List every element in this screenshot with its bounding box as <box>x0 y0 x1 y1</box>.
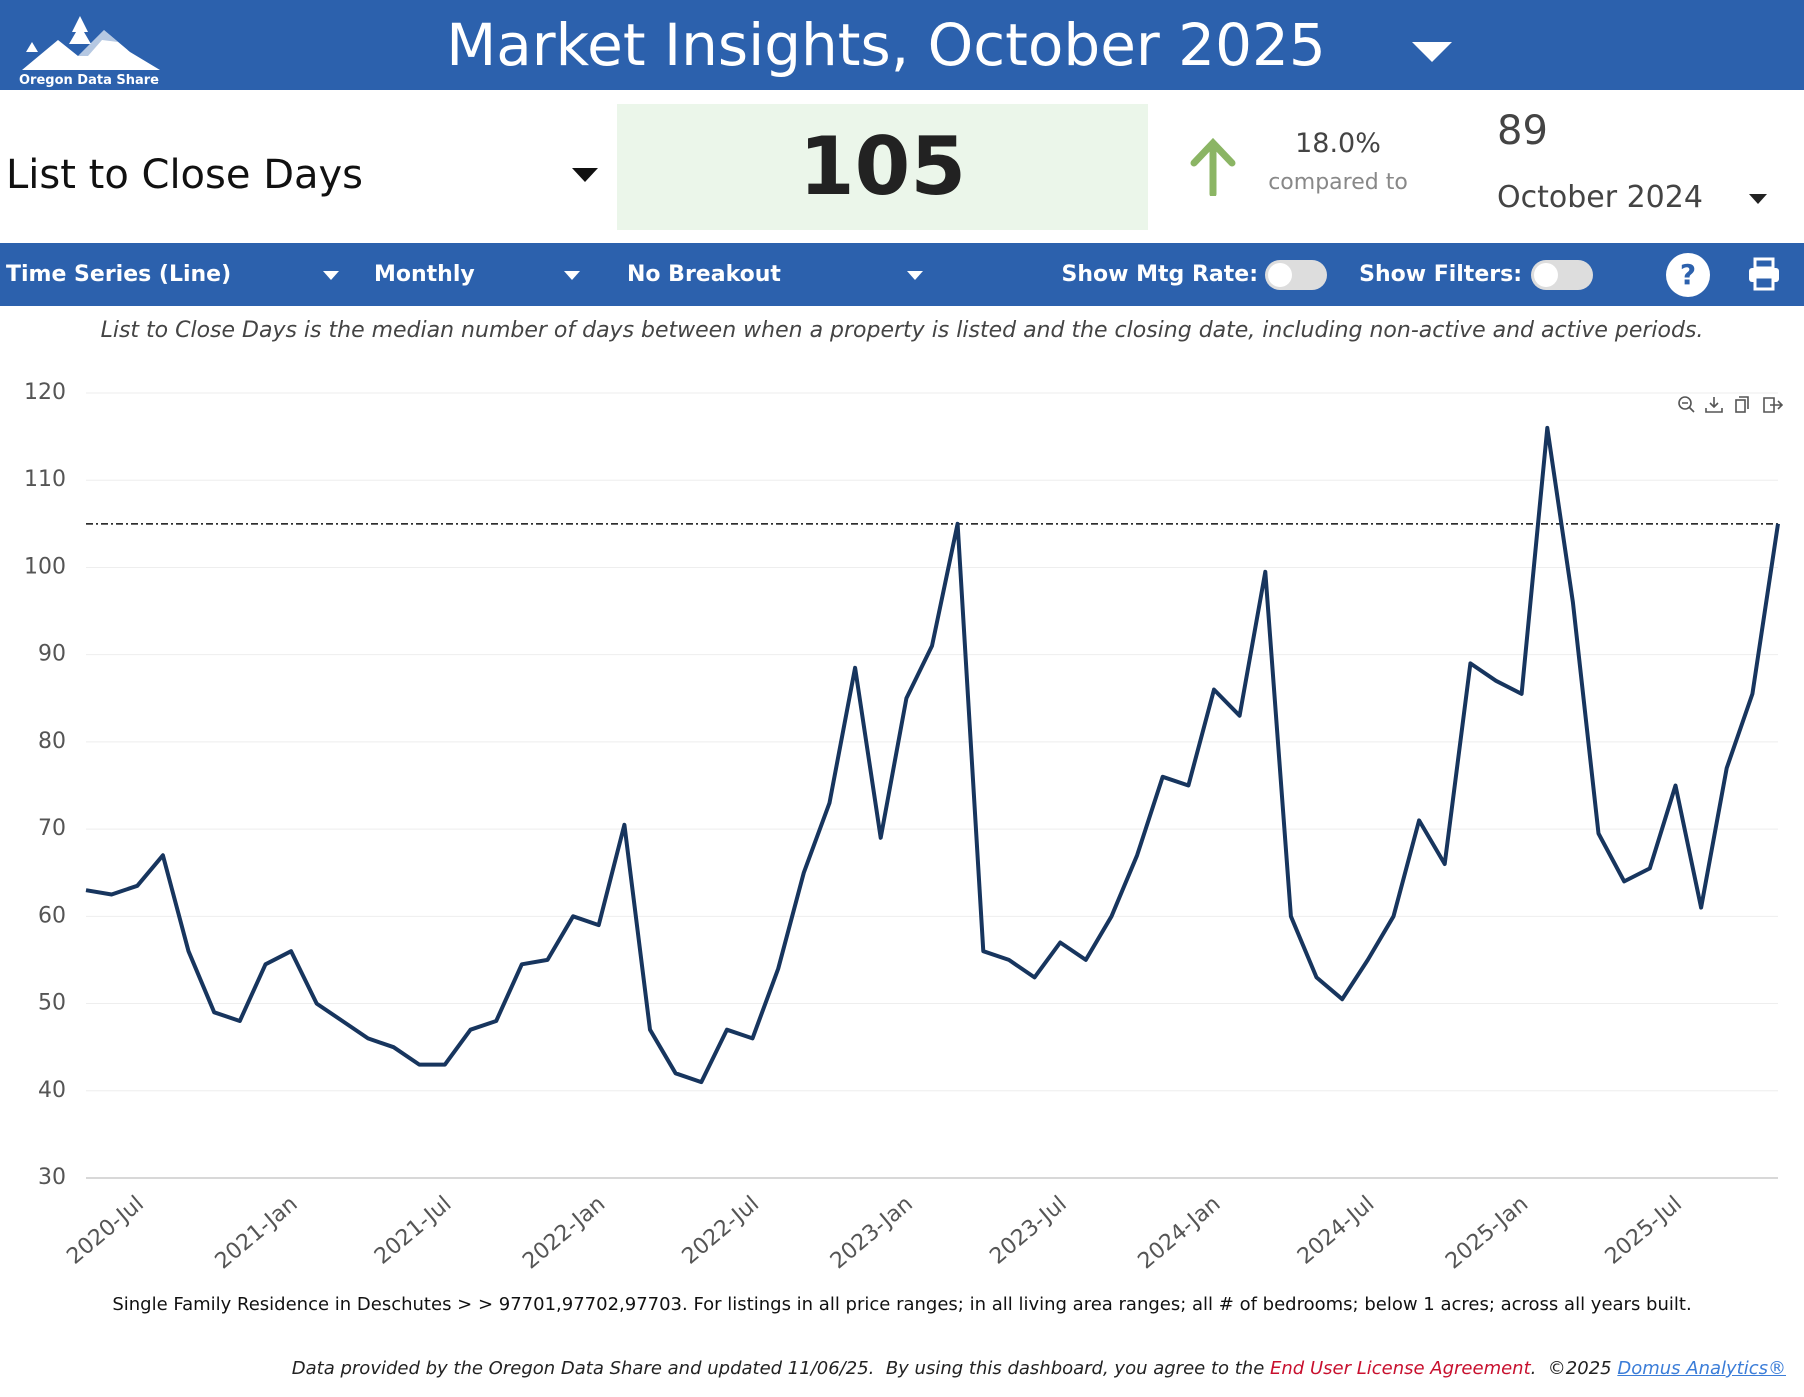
compare-value: 89 <box>1497 108 1548 154</box>
x-tick-label: 2022-Jul <box>678 1191 764 1269</box>
copyright: . ©2025 <box>1530 1358 1618 1379</box>
logo-text: Oregon Data Share <box>19 73 159 88</box>
footer-text: Data provided by the Oregon Data Share a… <box>291 1358 1271 1379</box>
y-tick-label: 120 <box>24 380 66 405</box>
x-tick-label: 2023-Jan <box>826 1191 918 1274</box>
x-tick-label: 2025-Jan <box>1441 1191 1533 1274</box>
y-tick-label: 50 <box>38 991 66 1016</box>
print-button[interactable] <box>1748 257 1780 291</box>
y-tick-label: 90 <box>38 642 66 667</box>
metric-description: List to Close Days is the median number … <box>100 318 1704 343</box>
title-dropdown[interactable] <box>1412 42 1452 62</box>
mtg-rate-toggle[interactable] <box>1265 260 1327 290</box>
compare-period[interactable]: October 2024 <box>1497 180 1703 215</box>
filters-label: Show Filters: <box>1359 262 1522 287</box>
eula-link[interactable]: End User License Agreement <box>1270 1358 1531 1379</box>
interval-selector[interactable]: Monthly <box>374 262 475 287</box>
up-arrow <box>1190 138 1236 196</box>
kpi-change: 18.0% <box>1295 128 1381 159</box>
header-bar: Oregon Data Share Market Insights, Octob… <box>0 0 1804 90</box>
breakout-selector[interactable]: No Breakout <box>627 262 781 287</box>
x-tick-label: 2025-Jul <box>1601 1191 1687 1269</box>
help-button[interactable]: ? <box>1666 253 1710 297</box>
y-tick-label: 70 <box>38 816 66 841</box>
y-tick-label: 40 <box>38 1078 66 1103</box>
mtg-rate-label: Show Mtg Rate: <box>1061 262 1258 287</box>
chart-toolbar[interactable] <box>1676 394 1786 416</box>
data-line <box>85 425 1780 1085</box>
x-tick-label: 2021-Jan <box>211 1191 303 1274</box>
logo: Oregon Data Share <box>19 16 160 88</box>
dropdown-caret[interactable] <box>564 271 580 280</box>
y-tick-label: 60 <box>38 903 66 928</box>
y-tick-label: 100 <box>24 554 66 579</box>
x-tick-label: 2023-Jul <box>985 1191 1071 1269</box>
chart-type-selector[interactable]: Time Series (Line) <box>6 262 232 287</box>
period-dropdown[interactable] <box>1749 194 1767 204</box>
x-tick-label: 2024-Jul <box>1293 1191 1379 1269</box>
kpi-value: 105 <box>617 104 1148 230</box>
page-title: Market Insights, October 2025 <box>446 11 1326 79</box>
dropdown-caret[interactable] <box>907 271 923 280</box>
x-tick-label: 2022-Jan <box>518 1191 610 1274</box>
company-link[interactable]: Domus Analytics® <box>1617 1358 1786 1379</box>
dropdown-caret[interactable] <box>323 271 339 280</box>
x-tick-label: 2020-Jul <box>62 1191 148 1269</box>
compared-label: compared to <box>1268 170 1408 195</box>
filters-toggle[interactable] <box>1531 260 1593 290</box>
metric-dropdown[interactable] <box>572 168 598 182</box>
filter-note: Single Family Residence in Deschutes > >… <box>112 1294 1692 1315</box>
footer: Data provided by the Oregon Data Share a… <box>292 1358 1786 1379</box>
x-tick-label: 2021-Jul <box>370 1191 456 1269</box>
y-tick-label: 30 <box>38 1165 66 1190</box>
control-bar: Time Series (Line) Monthly No Breakout S… <box>0 243 1804 306</box>
y-tick-label: 110 <box>24 467 66 492</box>
metric-selector[interactable]: List to Close Days <box>6 152 364 198</box>
y-tick-label: 80 <box>38 729 66 754</box>
x-tick-label: 2024-Jan <box>1134 1191 1226 1274</box>
